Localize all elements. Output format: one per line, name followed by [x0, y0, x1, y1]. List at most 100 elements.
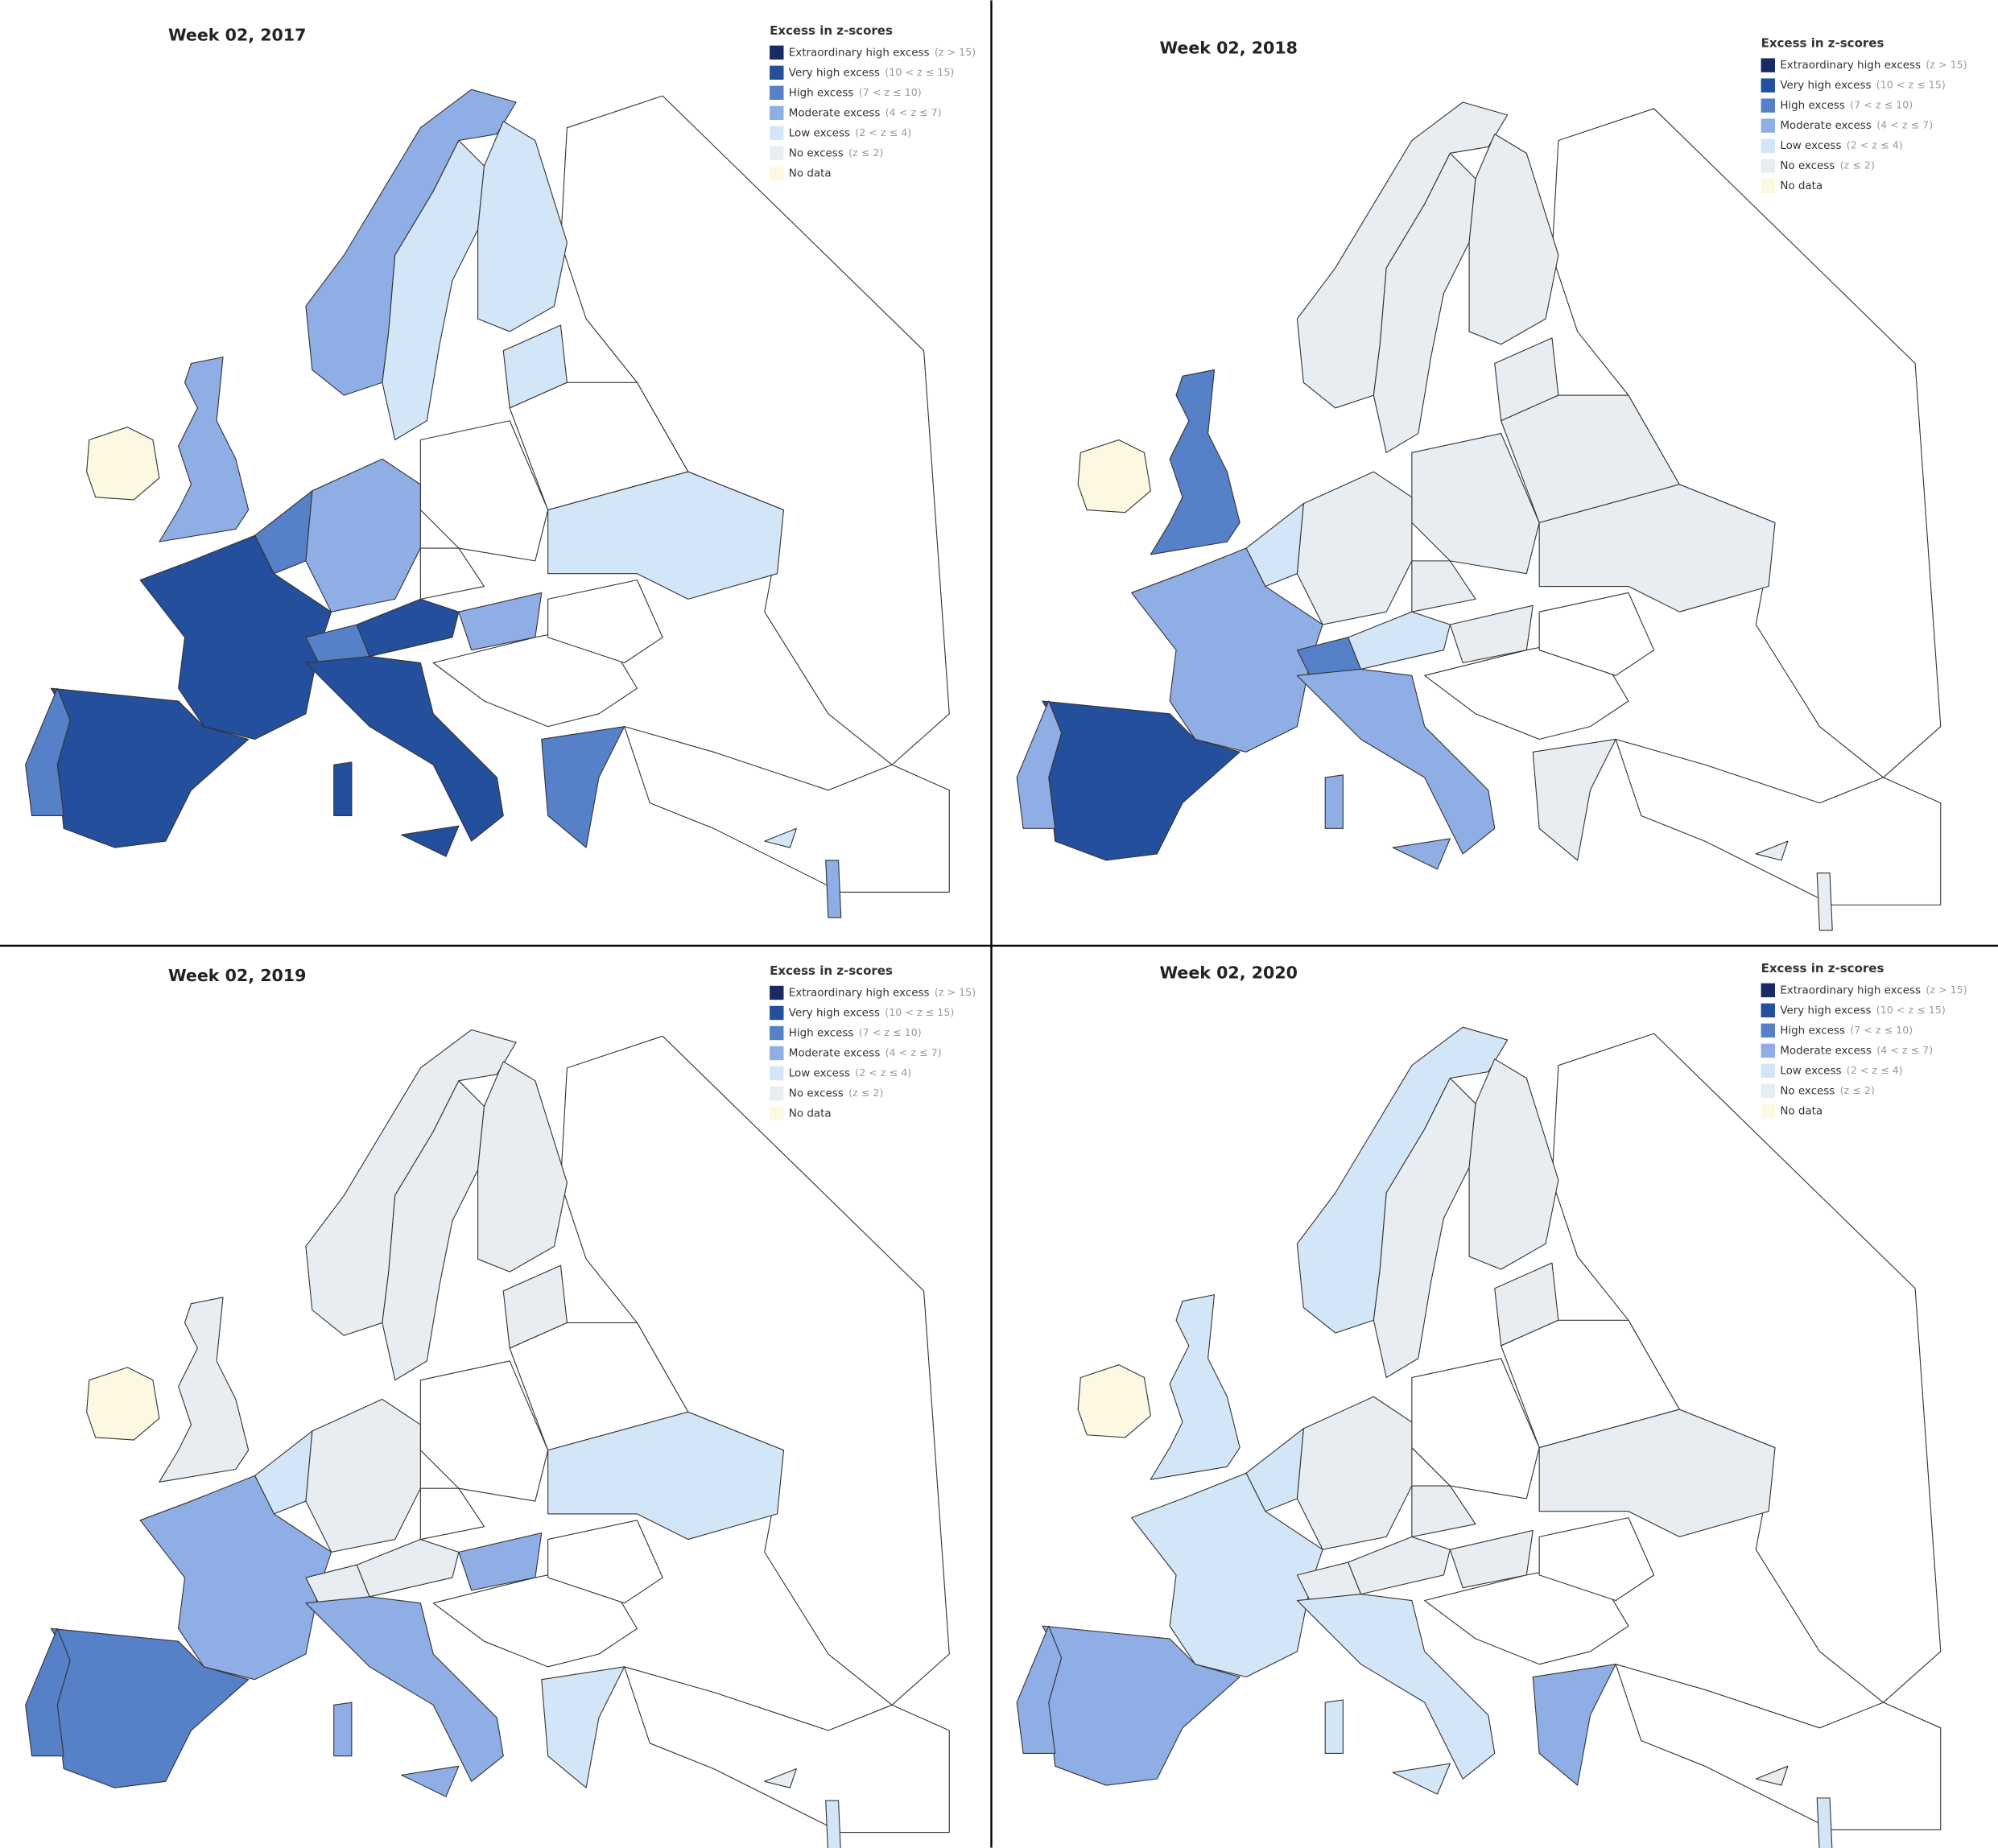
legend-swatch [1761, 58, 1775, 72]
country [419, 1487, 485, 1541]
country [1348, 1536, 1451, 1595]
legend-label: Low excess [1780, 1065, 1841, 1077]
country [1538, 592, 1655, 676]
legend-range: (z ≤ 2) [848, 1087, 883, 1099]
country [1411, 1485, 1476, 1537]
country [1532, 738, 1616, 861]
legend-swatch [770, 45, 784, 60]
legend-swatch [770, 1046, 784, 1061]
country [559, 1035, 950, 1706]
legend-swatch [770, 985, 784, 1000]
country [139, 534, 332, 740]
country [1755, 840, 1789, 861]
legend-range: (4 < z ≤ 7) [885, 1046, 942, 1058]
country [1016, 700, 1063, 829]
legend: Excess in z-scores Extraordinary high exc… [770, 23, 976, 181]
legend-label: High excess [1780, 1025, 1845, 1037]
legend-swatch [1761, 78, 1775, 93]
legend-label: Extraordinary high excess [1780, 60, 1921, 72]
country [356, 598, 460, 658]
country [1392, 838, 1451, 870]
legend-label: No data [789, 167, 832, 179]
country [1131, 547, 1323, 753]
legend-label: No excess [789, 1088, 844, 1100]
legend-swatch [1761, 138, 1775, 153]
map-panel: Week 02, 2020 Excess in z-scores Extraordi… [1016, 961, 1967, 1848]
legend-label: Low excess [1780, 140, 1841, 152]
country [86, 427, 160, 501]
country [1324, 774, 1344, 829]
country [1538, 484, 1776, 613]
legend-title: Excess in z-scores [770, 963, 893, 978]
country [1296, 668, 1496, 855]
country [477, 1061, 568, 1273]
country [624, 1666, 950, 1834]
legend-range: (z > 15) [1926, 59, 1967, 71]
country [1538, 1409, 1776, 1537]
country [1296, 471, 1413, 625]
country [764, 827, 797, 848]
legend-label: Extraordinary high excess [789, 987, 930, 999]
country [1348, 611, 1451, 670]
country [1077, 1364, 1151, 1438]
legend-label: High excess [789, 87, 854, 99]
country [1016, 1625, 1063, 1755]
legend-label: No data [789, 1108, 832, 1120]
legend-range: (7 < z ≤ 10) [859, 86, 922, 98]
country [1150, 369, 1240, 555]
country [1551, 1033, 1942, 1703]
country [305, 1398, 421, 1553]
legend-swatch [770, 1025, 784, 1041]
country [401, 1765, 460, 1797]
legend-label: Very high excess [789, 67, 880, 79]
country [1755, 1765, 1789, 1786]
country [86, 1367, 160, 1441]
country [547, 471, 785, 600]
legend-range: (z > 15) [1926, 984, 1967, 996]
country [159, 1297, 250, 1483]
panel-title: Week 02, 2020 [1159, 963, 1298, 983]
legend-label: Very high excess [1780, 80, 1871, 92]
legend-swatch [770, 146, 784, 161]
legend-range: (2 < z ≤ 4) [1847, 139, 1903, 151]
country [139, 1475, 332, 1681]
map [25, 1029, 950, 1848]
country [547, 1520, 663, 1604]
legend-label: Very high excess [1780, 1004, 1871, 1017]
country [1296, 1396, 1413, 1550]
country [1131, 1472, 1323, 1678]
legend-swatch [1761, 118, 1775, 133]
country [825, 860, 842, 918]
country [509, 382, 689, 511]
country [825, 1800, 841, 1848]
legend-range: (7 < z ≤ 10) [1850, 99, 1913, 111]
legend-title: Excess in z-scores [1761, 36, 1884, 51]
legend-label: No data [1780, 1105, 1823, 1117]
legend-swatch [770, 1086, 784, 1101]
map [1016, 101, 1942, 931]
country [624, 726, 950, 893]
legend-range: (4 < z ≤ 7) [1876, 119, 1933, 131]
map [1016, 1026, 1942, 1848]
legend-swatch [1761, 179, 1775, 193]
panel-title: Week 02, 2018 [1159, 39, 1298, 58]
country [25, 687, 71, 817]
country [1077, 439, 1151, 514]
country [1551, 108, 1942, 778]
country [1501, 1319, 1680, 1449]
country [356, 1538, 460, 1598]
legend: Excess in z-scores Extraordinary high exc… [1761, 961, 1967, 1119]
map [25, 89, 950, 918]
country [305, 458, 421, 613]
country [1392, 1763, 1451, 1795]
legend-label: Moderate excess [1780, 1045, 1872, 1057]
country [1150, 1294, 1240, 1480]
legend-title: Excess in z-scores [1761, 961, 1884, 976]
legend-range: (z ≤ 2) [848, 146, 883, 159]
legend-label: High excess [789, 1027, 854, 1039]
country [541, 1666, 625, 1788]
country [333, 761, 353, 817]
legend-label: Moderate excess [1780, 120, 1872, 132]
country [333, 1702, 353, 1757]
